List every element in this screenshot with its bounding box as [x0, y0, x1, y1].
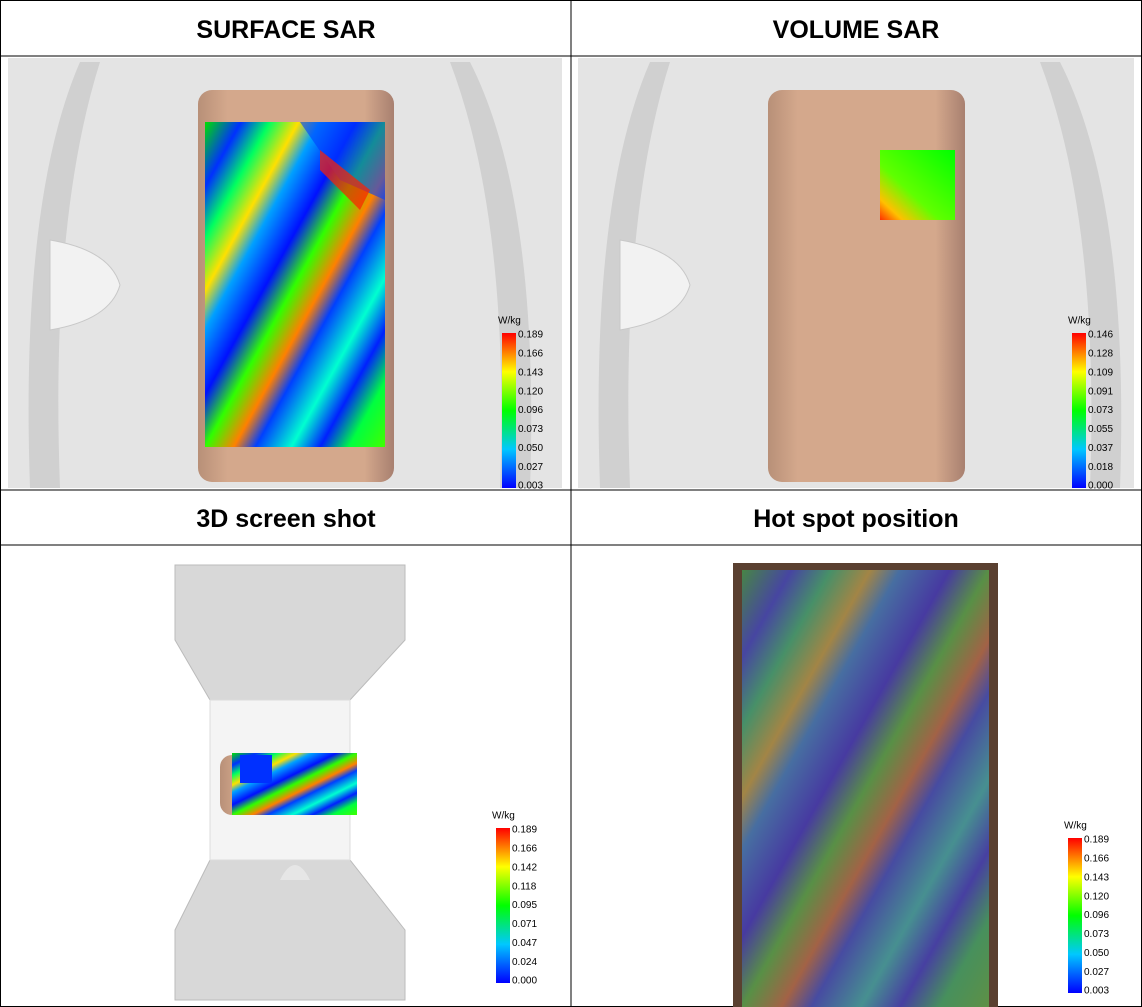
legend-label: 0.189: [518, 330, 543, 341]
legend-unit: W/kg: [498, 316, 521, 327]
legend-label: 0.120: [518, 386, 543, 397]
legend-label: 0.073: [518, 424, 543, 435]
legend-label: 0.018: [1088, 462, 1113, 473]
legend-label: 0.189: [1084, 835, 1109, 846]
legend-label: 0.095: [512, 900, 537, 911]
legend-unit: W/kg: [1064, 821, 1087, 832]
legend-label: 0.050: [1084, 948, 1109, 959]
color-bar: [1068, 838, 1082, 993]
legend-label: 0.027: [1084, 967, 1109, 978]
legend-label: 0.073: [1088, 405, 1113, 416]
legend-label: 0.000: [512, 976, 537, 987]
legend-label: 0.109: [1088, 367, 1113, 378]
legend-label: 0.091: [1088, 386, 1113, 397]
cell-title: SURFACE SAR: [196, 16, 375, 44]
hot-spot-image: [733, 563, 998, 1007]
legend-label: 0.047: [512, 938, 537, 949]
legend-label: 0.118: [512, 881, 537, 892]
legend-label: 0.024: [512, 957, 537, 968]
legend-label: 0.128: [1088, 349, 1113, 360]
legend-label: 0.037: [1088, 443, 1113, 454]
legend-label: 0.096: [518, 405, 543, 416]
legend-label: 0.027: [518, 462, 543, 473]
legend-label: 0.096: [1084, 910, 1109, 921]
legend-label: 0.146: [1088, 330, 1113, 341]
legend-label: 0.003: [518, 481, 543, 492]
volume-sar-image: [578, 58, 1134, 488]
legend-label: 0.189: [512, 825, 537, 836]
color-bar: [502, 333, 516, 488]
legend-label: 0.143: [1084, 872, 1109, 883]
color-bar: [496, 828, 510, 983]
surface-sar-image: [8, 58, 562, 488]
legend-label: 0.055: [1088, 424, 1113, 435]
cell-title: 3D screen shot: [196, 505, 376, 533]
legend-label: 0.166: [1084, 854, 1109, 865]
legend-label: 0.071: [512, 919, 537, 930]
legend-label: 0.073: [1084, 929, 1109, 940]
legend-label: 0.166: [518, 349, 543, 360]
legend-label: 0.050: [518, 443, 543, 454]
cell-title: VOLUME SAR: [773, 16, 940, 44]
cell-title: Hot spot position: [753, 505, 959, 533]
legend-label: 0.143: [518, 367, 543, 378]
legend-unit: W/kg: [1068, 316, 1091, 327]
legend-label: 0.120: [1084, 891, 1109, 902]
legend-label: 0.003: [1084, 986, 1109, 997]
legend-unit: W/kg: [492, 811, 515, 822]
legend-label: 0.000: [1088, 481, 1113, 492]
legend-label: 0.166: [512, 844, 537, 855]
legend-label: 0.142: [512, 862, 537, 873]
3d-screenshot-image: [174, 564, 406, 1001]
color-bar: [1072, 333, 1086, 488]
